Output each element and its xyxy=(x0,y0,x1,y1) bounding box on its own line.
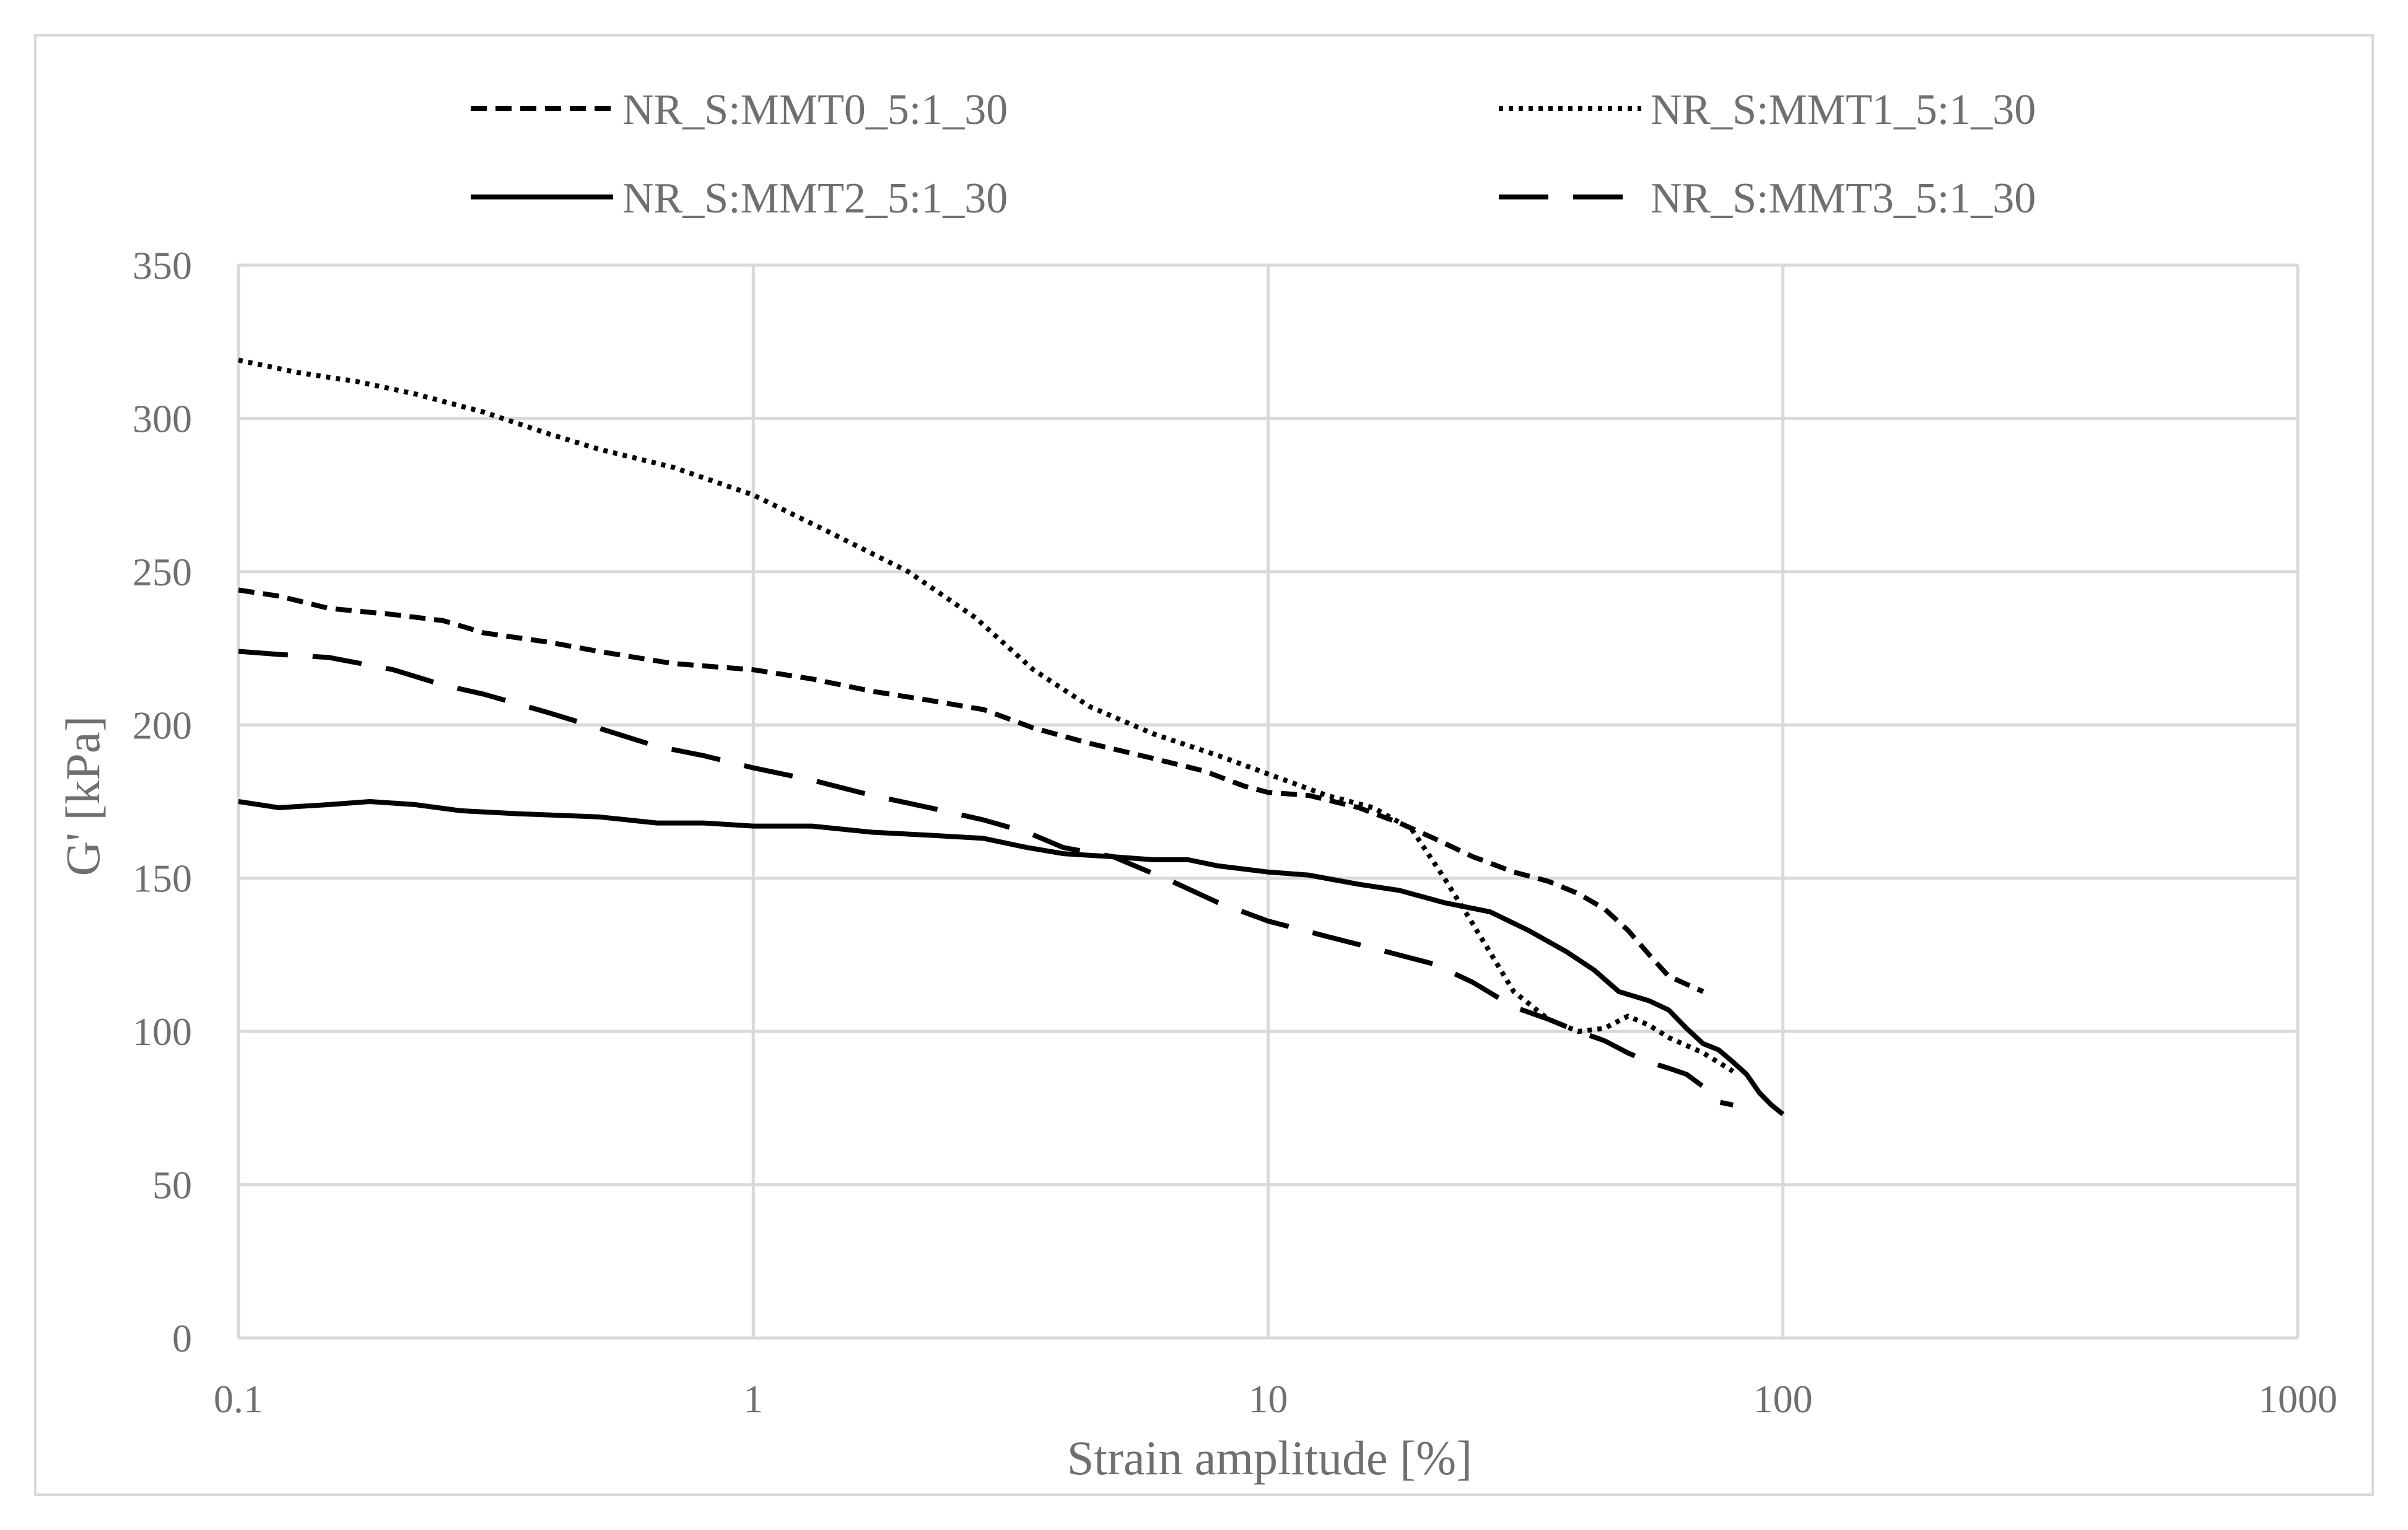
y-tick-label: 150 xyxy=(133,857,192,901)
x-tick-label: 1000 xyxy=(2258,1377,2337,1421)
x-tick-label: 10 xyxy=(1249,1377,1288,1421)
series-lines xyxy=(238,357,1785,1116)
y-tick-label: 350 xyxy=(133,243,192,287)
y-tick-label: 100 xyxy=(133,1010,192,1054)
x-tick-label: 1 xyxy=(743,1377,763,1421)
series-line-1 xyxy=(238,587,1704,994)
legend-label-4: NR_S:MMT3_5:1_30 xyxy=(1651,175,2036,222)
y-axis-title: G' [kPa] xyxy=(56,716,110,876)
chart-frame xyxy=(34,34,2374,1496)
y-tick-label: 0 xyxy=(172,1316,192,1360)
x-tick-label: 0.1 xyxy=(214,1377,263,1421)
legend-label-3: NR_S:MMT2_5:1_30 xyxy=(622,175,1008,222)
y-tick-label: 50 xyxy=(152,1163,192,1207)
grid xyxy=(237,263,2300,1340)
x-tick-label: 100 xyxy=(1753,1377,1813,1421)
series-line-2 xyxy=(238,357,1735,1073)
series-line-4 xyxy=(238,649,1734,1108)
tick-labels: 0 50 100 150 200 250 300 350 0.1 1 10 100 1000 xyxy=(133,243,2337,1421)
series-line-3 xyxy=(238,799,1785,1116)
legend-label-2: NR_S:MMT1_5:1_30 xyxy=(1651,86,2036,134)
y-tick-label: 300 xyxy=(133,396,192,440)
legend-label-1: NR_S:MMT0_5:1_30 xyxy=(622,86,1008,134)
y-tick-label: 200 xyxy=(133,703,192,747)
x-axis-title: Strain amplitude [%] xyxy=(1067,1431,1472,1485)
legend: NR_S:MMT0_5:1_30 NR_S:MMT1_5:1_30 NR_S:MMT… xyxy=(471,86,2036,222)
y-tick-label: 250 xyxy=(133,550,192,594)
